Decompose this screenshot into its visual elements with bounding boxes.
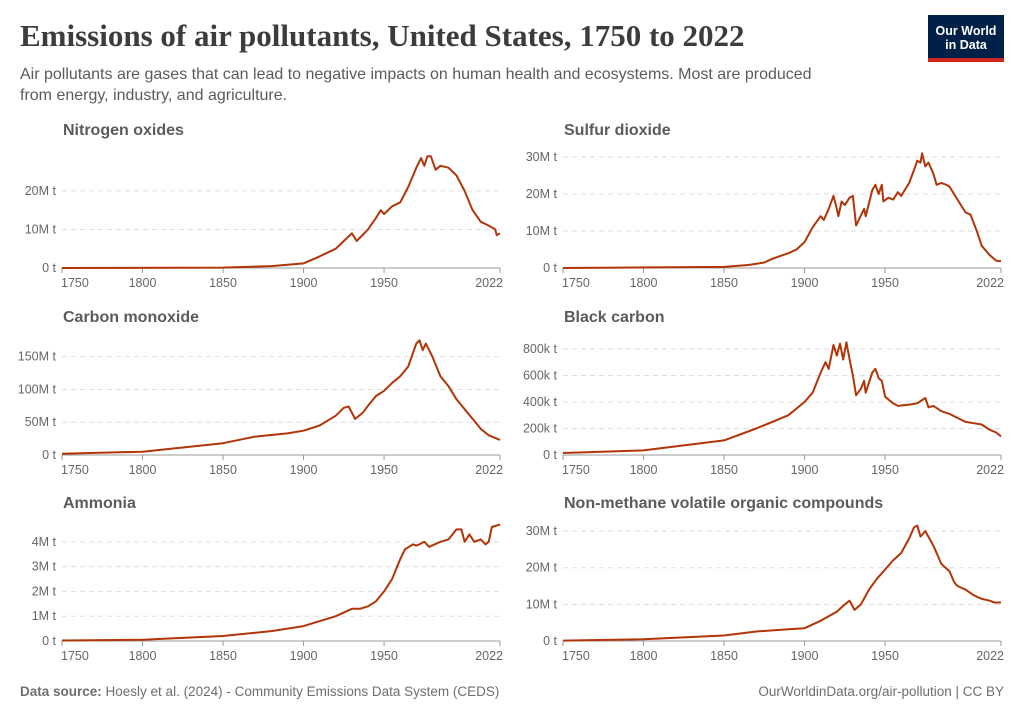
data-source: Data source: Hoesly et al. (2024) - Comm… bbox=[20, 684, 499, 699]
series-line bbox=[61, 523, 501, 642]
x-tick-label: 1800 bbox=[630, 276, 658, 290]
x-tick-label: 2022 bbox=[976, 276, 1004, 290]
x-tick-label: 1800 bbox=[129, 463, 157, 477]
y-tick-label: 0 t bbox=[42, 261, 56, 275]
panel-title: Sulfur dioxide bbox=[564, 122, 671, 139]
series-line bbox=[562, 524, 1001, 642]
x-tick-label: 1800 bbox=[129, 649, 157, 663]
y-tick-label: 50M t bbox=[25, 415, 57, 429]
x-tick-label: 1900 bbox=[290, 463, 318, 477]
y-tick-label: 0 t bbox=[543, 448, 557, 462]
x-tick-label: 1950 bbox=[370, 649, 398, 663]
panel-title: Ammonia bbox=[63, 495, 136, 512]
panel-plot: 0 t 50M t 100M t 150M t 1750 1800 1850 1900 1950… bbox=[18, 339, 503, 477]
y-tick-label: 100M t bbox=[18, 382, 57, 396]
x-tick-label: 1950 bbox=[871, 463, 899, 477]
x-tick-label: 1800 bbox=[630, 649, 658, 663]
x-tick-label: 1750 bbox=[61, 649, 89, 663]
panel-title: Nitrogen oxides bbox=[63, 122, 184, 139]
panel-title: Carbon monoxide bbox=[63, 309, 200, 326]
y-tick-label: 1M t bbox=[32, 609, 57, 623]
x-tick-label: 1850 bbox=[209, 276, 237, 290]
series-line bbox=[562, 152, 1002, 269]
y-tick-label: 20M t bbox=[526, 187, 558, 201]
panel-plot: 0 t 10M t 20M t 1750 1800 1850 1900 1950 2022 bbox=[25, 155, 503, 290]
x-tick-label: 1850 bbox=[710, 276, 738, 290]
x-tick-label: 2022 bbox=[475, 649, 503, 663]
x-tick-label: 1850 bbox=[710, 463, 738, 477]
series-line bbox=[61, 339, 501, 455]
panel-plot: 0 t 200k t 400k t 600k t 800k t 1750 1800 1850 1… bbox=[523, 341, 1004, 477]
y-tick-label: 0 t bbox=[42, 634, 56, 648]
x-tick-label: 1900 bbox=[290, 276, 318, 290]
y-tick-label: 0 t bbox=[42, 448, 56, 462]
url-license[interactable]: OurWorldinData.org/air-pollution | CC BY bbox=[758, 684, 1004, 699]
x-tick-label: 1800 bbox=[630, 463, 658, 477]
chart-panel: Carbon monoxide 0 t 50M t 100M t 150M t 1750 1… bbox=[0, 307, 512, 493]
y-tick-label: 0 t bbox=[543, 261, 557, 275]
y-tick-label: 0 t bbox=[543, 634, 557, 648]
x-tick-label: 1750 bbox=[61, 276, 89, 290]
x-tick-label: 1850 bbox=[209, 463, 237, 477]
panel-plot: 0 t 10M t 20M t 30M t 1750 1800 1850 1900 1950 20… bbox=[526, 524, 1004, 663]
chart-panel: Non-methane volatile organic compounds 0 … bbox=[512, 493, 1024, 679]
x-tick-label: 1950 bbox=[370, 463, 398, 477]
y-tick-label: 10M t bbox=[526, 597, 558, 611]
x-tick-label: 1900 bbox=[791, 649, 819, 663]
panel-title: Non-methane volatile organic compounds bbox=[564, 495, 884, 512]
y-tick-label: 4M t bbox=[32, 535, 57, 549]
owid-logo[interactable]: Our World in Data bbox=[928, 15, 1004, 62]
y-tick-label: 30M t bbox=[526, 150, 558, 164]
x-tick-label: 1900 bbox=[791, 463, 819, 477]
panel-plot: 0 t 1M t 2M t 3M t 4M t 1750 1800 1850 1900 1950 2… bbox=[32, 523, 503, 663]
data-source-text: Hoesly et al. (2024) - Community Emissio… bbox=[101, 684, 500, 699]
chart-panel: Sulfur dioxide 0 t 10M t 20M t 30M t 1750 1800… bbox=[512, 120, 1024, 306]
x-tick-label: 1850 bbox=[209, 649, 237, 663]
x-tick-label: 1750 bbox=[562, 276, 590, 290]
chart-panel: Ammonia 0 t 1M t 2M t 3M t 4M t 1750 1800 1850 19… bbox=[0, 493, 512, 679]
y-tick-label: 20M t bbox=[25, 184, 57, 198]
y-tick-label: 400k t bbox=[523, 395, 558, 409]
y-tick-label: 10M t bbox=[25, 222, 57, 236]
logo-line-1: Our World bbox=[935, 24, 997, 38]
series-line bbox=[61, 155, 501, 269]
y-tick-label: 800k t bbox=[523, 342, 558, 356]
x-tick-label: 1950 bbox=[370, 276, 398, 290]
x-tick-label: 1900 bbox=[791, 276, 819, 290]
x-tick-label: 2022 bbox=[475, 463, 503, 477]
panel-title: Black carbon bbox=[564, 309, 665, 326]
page-title: Emissions of air pollutants, United Stat… bbox=[20, 18, 745, 53]
y-tick-label: 3M t bbox=[32, 560, 57, 574]
x-tick-label: 1800 bbox=[129, 276, 157, 290]
x-tick-label: 1750 bbox=[562, 463, 590, 477]
logo-line-2: in Data bbox=[945, 38, 987, 52]
y-tick-label: 10M t bbox=[526, 224, 558, 238]
y-tick-label: 150M t bbox=[18, 350, 57, 364]
x-tick-label: 1750 bbox=[61, 463, 89, 477]
page-subtitle: Air pollutants are gases that can lead t… bbox=[20, 66, 812, 104]
x-tick-label: 2022 bbox=[475, 276, 503, 290]
y-tick-label: 20M t bbox=[526, 561, 558, 575]
y-tick-label: 30M t bbox=[526, 524, 558, 538]
chart-panel: Nitrogen oxides 0 t 10M t 20M t 1750 1800 1850… bbox=[0, 120, 512, 306]
x-tick-label: 1950 bbox=[871, 276, 899, 290]
data-source-label: Data source: bbox=[20, 684, 102, 699]
panel-plot: 0 t 10M t 20M t 30M t 1750 1800 1850 1900 1950 20… bbox=[526, 150, 1004, 290]
x-tick-label: 2022 bbox=[976, 649, 1004, 663]
y-tick-label: 600k t bbox=[523, 368, 558, 382]
chart-panel: Black carbon 0 t 200k t 400k t 600k t 800k t 1… bbox=[512, 307, 1024, 493]
x-tick-label: 1850 bbox=[710, 649, 738, 663]
x-tick-label: 2022 bbox=[976, 463, 1004, 477]
x-tick-label: 1750 bbox=[562, 649, 590, 663]
y-tick-label: 200k t bbox=[523, 421, 558, 435]
y-tick-label: 2M t bbox=[32, 584, 57, 598]
x-tick-label: 1950 bbox=[871, 649, 899, 663]
series-line bbox=[562, 341, 1002, 454]
x-tick-label: 1900 bbox=[290, 649, 318, 663]
